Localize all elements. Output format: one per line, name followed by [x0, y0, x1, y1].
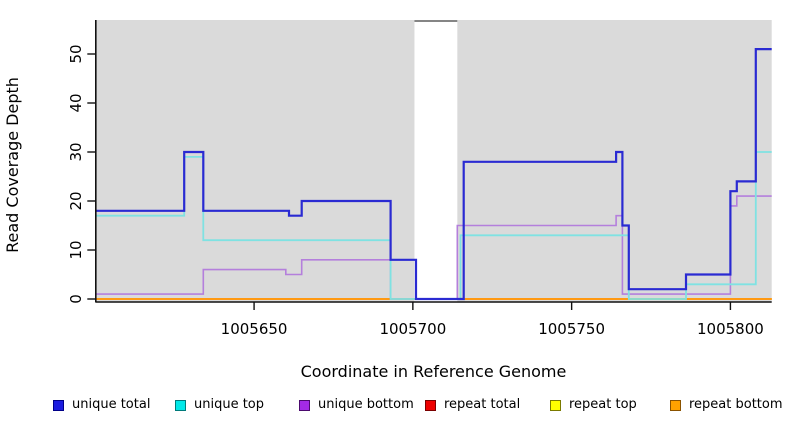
x-tick-label: 1005650 [221, 320, 288, 338]
series-unique-top [95, 151, 772, 300]
x-tick-label: 1005700 [379, 320, 446, 338]
legend-swatch-repeat-top [550, 399, 561, 411]
y-tick-label: 50 [67, 44, 85, 63]
y-tick-label: 0 [67, 294, 85, 304]
legend-item-unique-top: unique top [175, 396, 264, 414]
y-tick-label: 40 [67, 93, 85, 112]
x-tick-label: 1005750 [538, 320, 605, 338]
legend-swatch-repeat-bottom [670, 399, 681, 411]
legend-swatch-unique-bottom [299, 399, 310, 411]
legend-swatch-repeat-total [425, 399, 436, 411]
legend: unique total unique top unique bottom repea… [0, 396, 792, 418]
legend-item-repeat-bottom: repeat bottom [670, 396, 783, 414]
series-unique-total [95, 48, 772, 301]
legend-item-repeat-total: repeat total [425, 396, 520, 414]
coverage-plot-svg: 0 10 20 30 40 50 1005650 1005700 1005750 1005800 C… [3, 20, 772, 381]
legend-label: repeat total [444, 397, 521, 412]
coverage-gap-band [414, 20, 458, 302]
x-tick-label: 1005800 [697, 320, 764, 338]
y-tick-label: 10 [67, 240, 85, 259]
legend-item-unique-bottom: unique bottom [299, 396, 414, 414]
legend-label: unique bottom [318, 397, 414, 412]
legend-swatch-unique-total [53, 399, 64, 411]
x-axis-title: Coordinate in Reference Genome [301, 362, 567, 381]
y-tick-label: 30 [67, 142, 85, 161]
y-axis-title: Read Coverage Depth [3, 77, 22, 253]
legend-label: unique top [194, 397, 265, 412]
y-tick-label: 20 [67, 191, 85, 210]
legend-item-repeat-top: repeat top [550, 396, 637, 414]
legend-swatch-unique-top [175, 399, 186, 411]
legend-label: repeat top [569, 397, 637, 412]
legend-label: unique total [72, 397, 151, 412]
legend-item-unique-total: unique total [53, 396, 150, 414]
legend-label: repeat bottom [689, 397, 783, 412]
